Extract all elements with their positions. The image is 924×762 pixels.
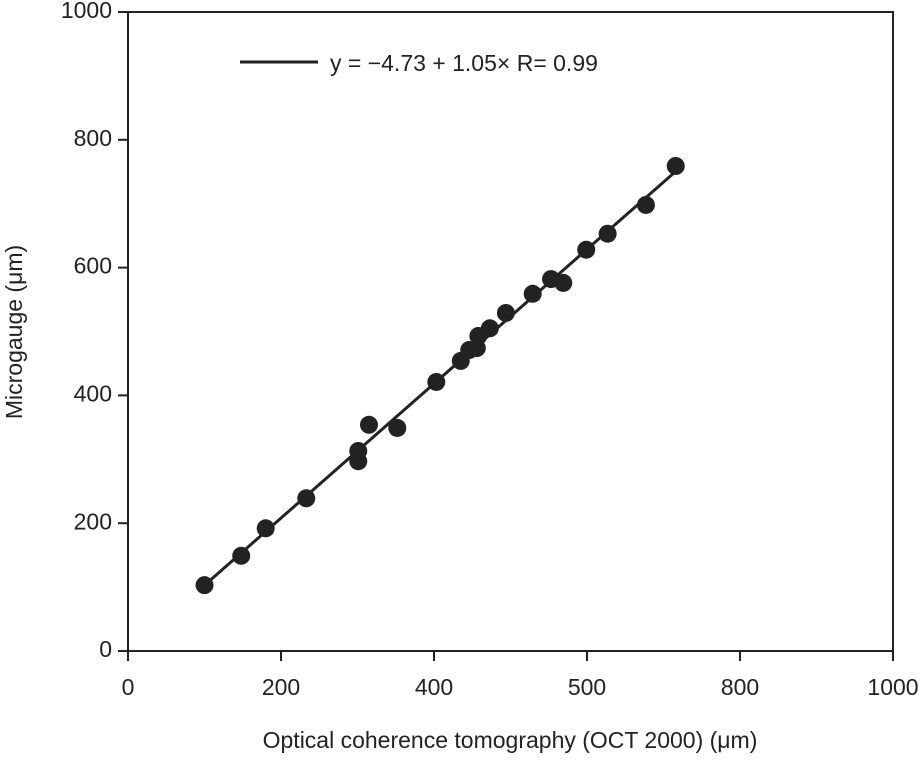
- y-tick-label: 400: [74, 380, 112, 406]
- point: [256, 519, 275, 538]
- point: [577, 240, 596, 259]
- point: [636, 195, 655, 214]
- y-tick-label: 0: [99, 636, 112, 662]
- point: [666, 156, 685, 175]
- point: [480, 319, 499, 338]
- x-tick-label: 400: [415, 674, 453, 700]
- x-tick-label: 800: [721, 674, 759, 700]
- point: [232, 546, 251, 565]
- point: [349, 452, 368, 471]
- point: [427, 372, 446, 391]
- plot-frame: [127, 11, 894, 652]
- x-axis-label: Optical coherence tomography (OCT 2000) …: [263, 727, 758, 753]
- point: [496, 303, 515, 322]
- y-axis-label: Microgauge (μm): [1, 245, 27, 419]
- x-tick-label: 500: [568, 674, 606, 700]
- x-tick-label: 1000: [867, 674, 918, 700]
- y-tick-label: 600: [74, 253, 112, 279]
- y-tick-label: 800: [74, 125, 112, 151]
- point: [523, 284, 542, 303]
- y-tick-label: 1000: [61, 0, 112, 23]
- y-tick-label: 200: [74, 508, 112, 534]
- point: [554, 273, 573, 292]
- point: [297, 489, 316, 508]
- point: [388, 418, 407, 437]
- point: [195, 576, 214, 595]
- annotation: y = −4.73 + 1.05× R= 0.99: [330, 50, 598, 76]
- point: [598, 224, 617, 243]
- x-tick-label: 200: [262, 674, 300, 700]
- x-tick-label: 0: [122, 674, 135, 700]
- point: [359, 415, 378, 434]
